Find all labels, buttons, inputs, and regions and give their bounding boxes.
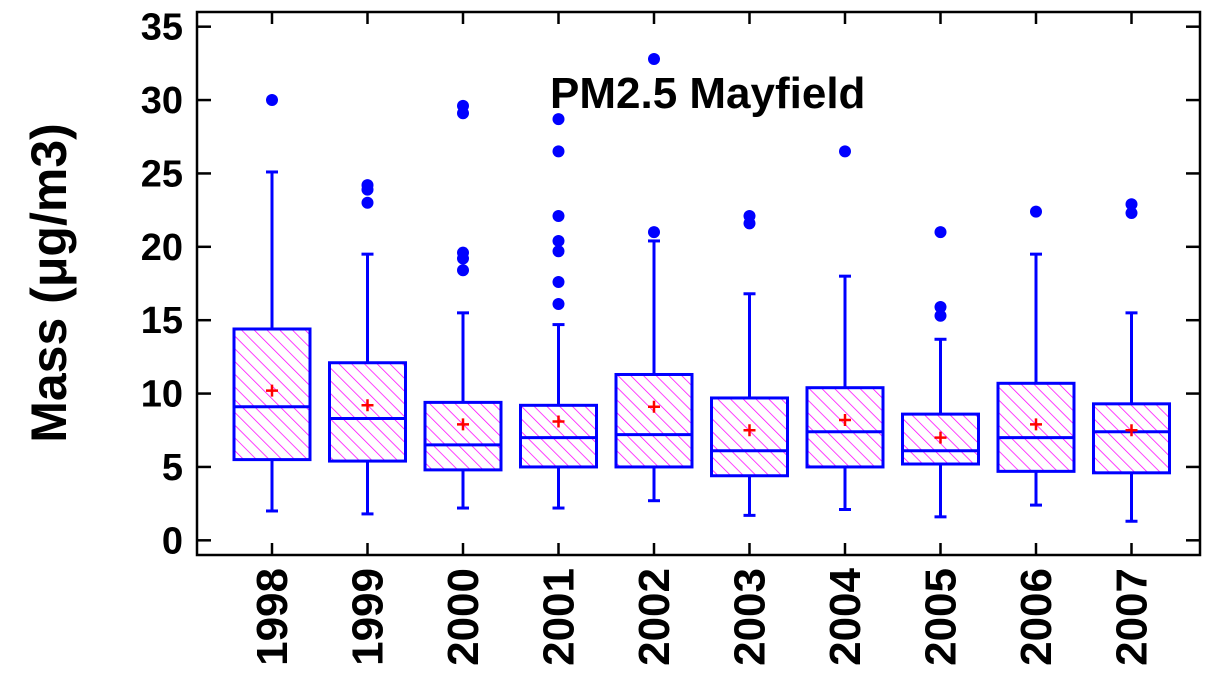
outlier <box>457 246 469 259</box>
y-tick-label: 30 <box>141 80 183 122</box>
box <box>710 396 789 478</box>
plot-frame <box>195 10 1202 557</box>
outlier <box>457 264 469 277</box>
x-tick-label: 2000 <box>439 568 488 666</box>
outlier <box>552 276 565 289</box>
box <box>328 361 407 463</box>
y-tick-label: 20 <box>141 227 183 269</box>
x-tick-label: 2002 <box>630 568 679 666</box>
mean-marker <box>361 399 374 412</box>
x-tick-label: 2007 <box>1108 568 1157 666</box>
outlier <box>1030 205 1042 218</box>
outlier <box>552 113 565 126</box>
box <box>614 372 694 469</box>
y-tick-label: 15 <box>141 300 183 342</box>
outlier <box>1125 198 1138 211</box>
outlier <box>743 209 756 222</box>
outlier <box>266 94 278 107</box>
mean-marker <box>743 424 756 437</box>
outlier <box>648 52 660 65</box>
box <box>805 386 885 469</box>
box <box>423 400 503 472</box>
outlier <box>934 309 947 322</box>
mean-marker <box>552 415 565 428</box>
mean-marker <box>839 413 851 426</box>
y-tick-label: 0 <box>162 520 183 562</box>
outlier <box>552 245 565 258</box>
outlier <box>839 145 851 158</box>
x-tick-label: 2006 <box>1012 568 1061 666</box>
y-tick-label: 35 <box>141 7 183 49</box>
x-tick-label: 2001 <box>535 568 584 666</box>
y-axis-label: Mass (μg/m3) <box>21 123 77 443</box>
outlier <box>1125 207 1138 220</box>
outlier <box>361 183 374 196</box>
mean-marker <box>1030 418 1042 431</box>
mean-marker <box>1125 424 1138 437</box>
outlier <box>552 209 565 222</box>
outlier <box>648 226 660 239</box>
box <box>1092 402 1171 475</box>
y-tick-label: 10 <box>141 374 183 416</box>
x-tick-label: 1998 <box>248 568 297 666</box>
y-tick-label: 25 <box>141 153 183 195</box>
x-tick-label: 2003 <box>726 568 775 666</box>
outlier <box>361 196 374 209</box>
x-tick-label: 2004 <box>821 567 870 665</box>
mean-marker <box>457 418 469 431</box>
outlier <box>552 234 565 247</box>
outlier <box>552 145 565 158</box>
outlier <box>457 99 469 112</box>
x-tick-label: 1999 <box>344 568 393 666</box>
outlier <box>934 300 947 313</box>
y-tick-label: 5 <box>162 447 183 489</box>
x-tick-label: 2005 <box>917 568 966 666</box>
mean-marker <box>648 400 660 413</box>
outlier <box>934 226 947 239</box>
mean-marker <box>934 431 947 444</box>
chart-title: PM2.5 Mayfield <box>550 69 865 118</box>
mean-marker <box>266 384 278 397</box>
outlier <box>552 298 565 311</box>
